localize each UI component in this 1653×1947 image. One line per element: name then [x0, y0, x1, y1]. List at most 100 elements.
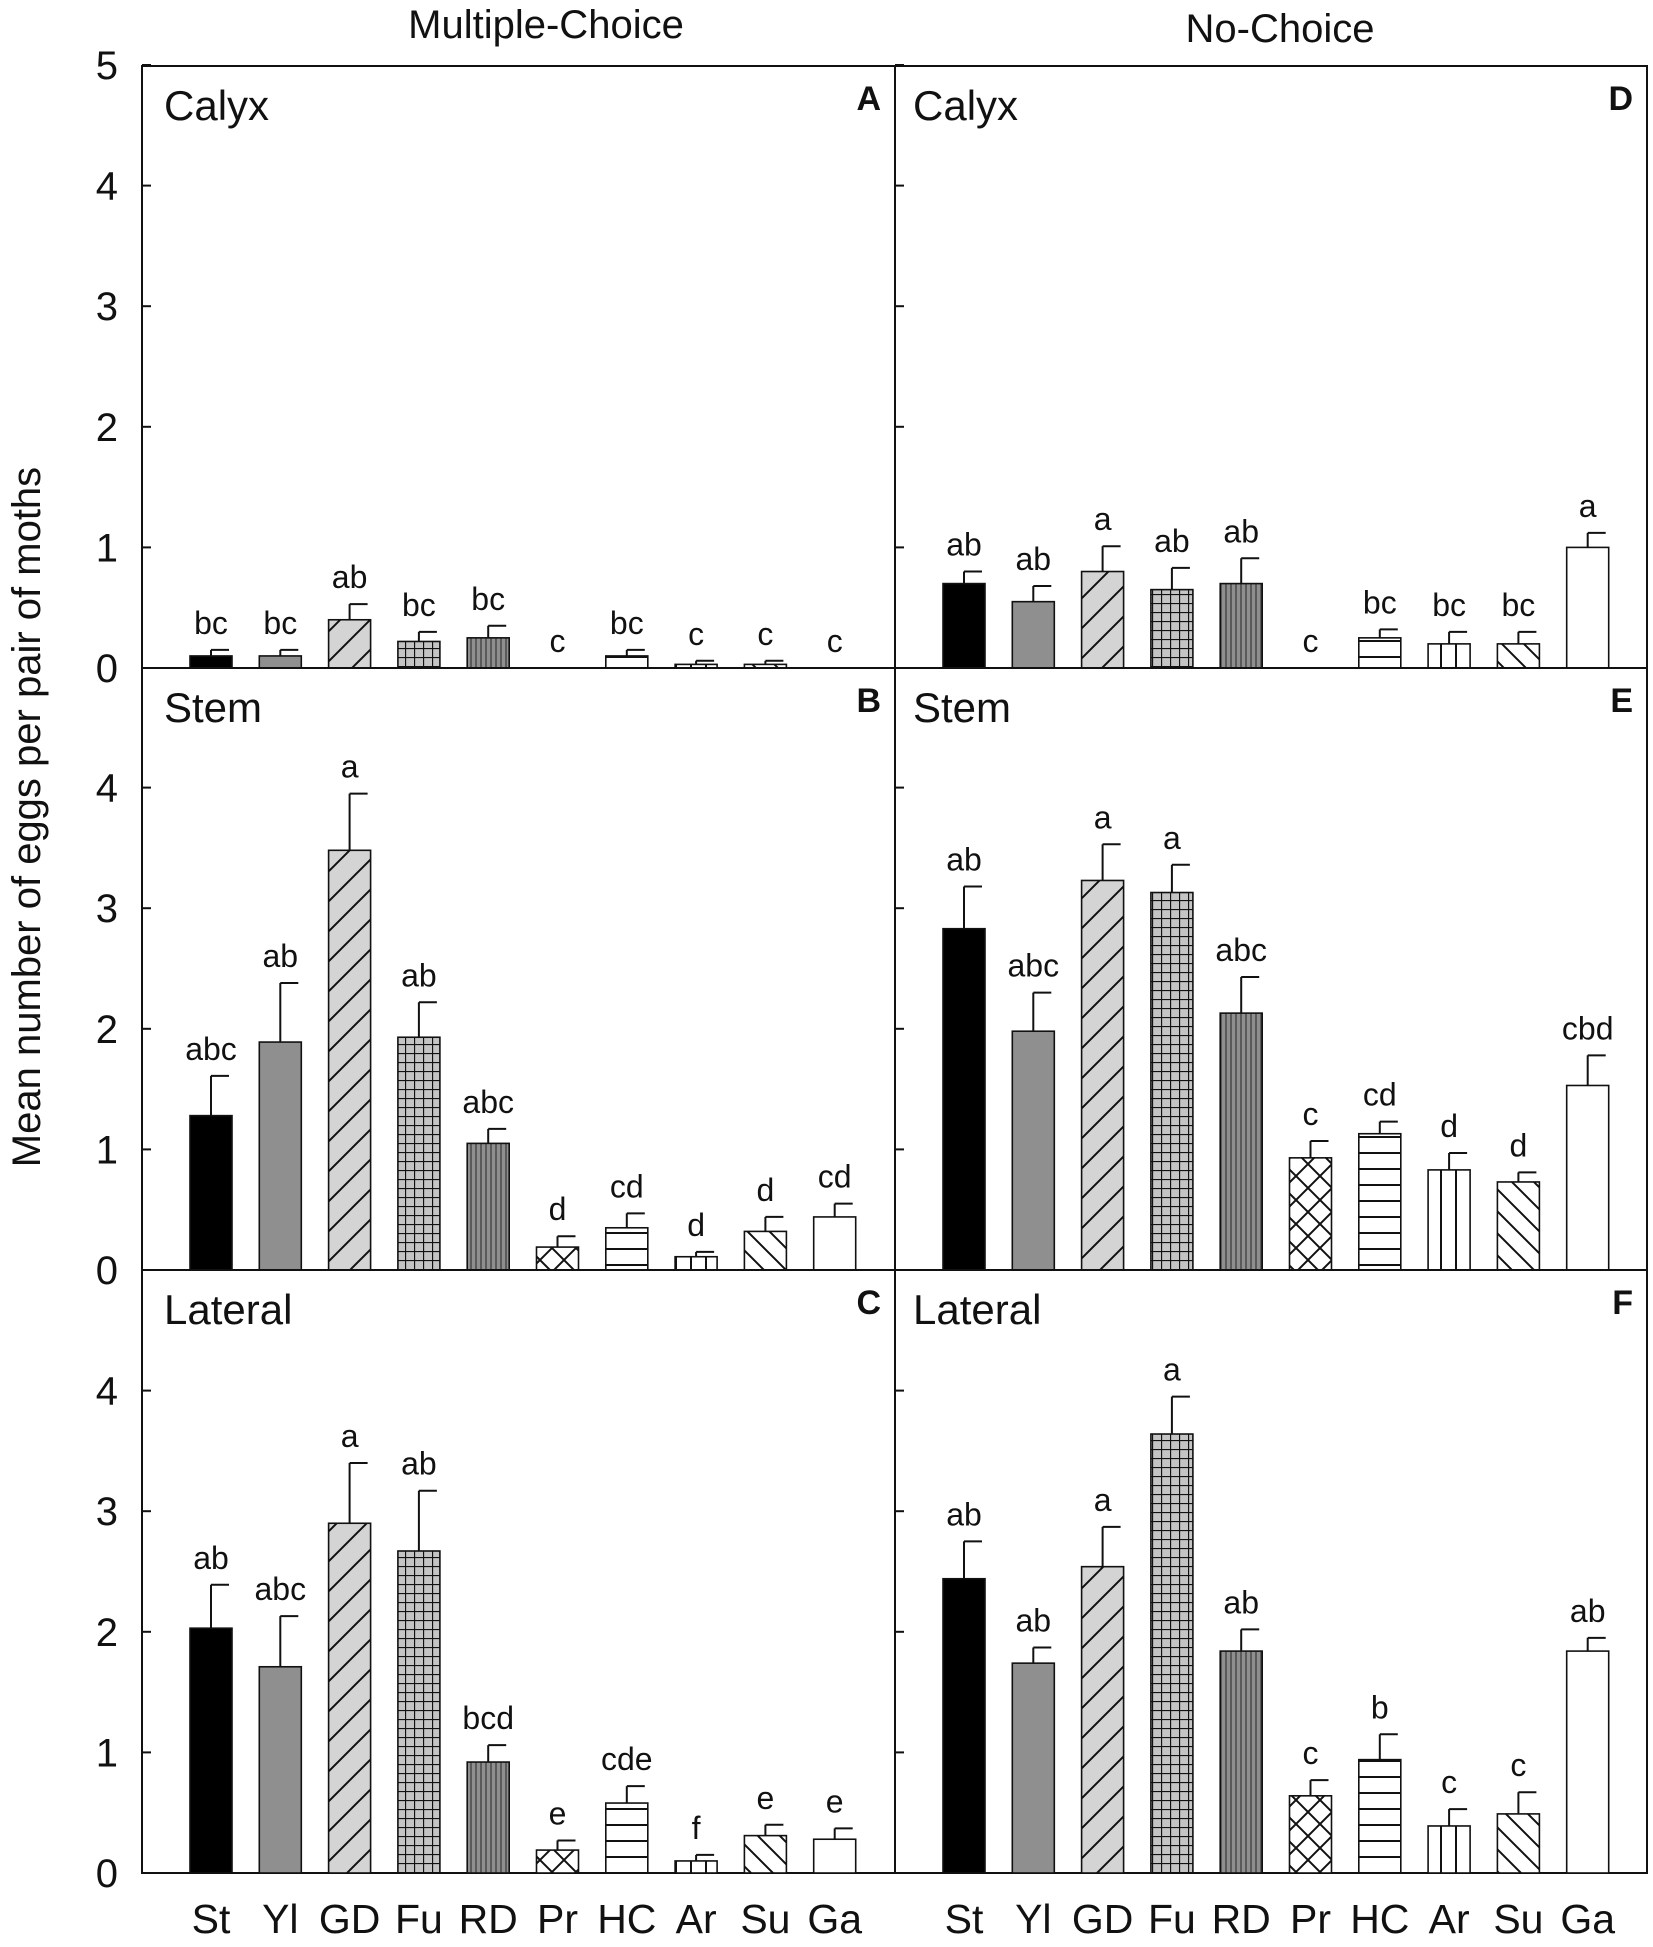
- y-tick-label: 3: [96, 285, 118, 329]
- x-tick-label: Pr: [537, 1896, 578, 1942]
- significance-letter: abc: [1008, 948, 1060, 984]
- panel-letter: E: [1610, 682, 1633, 720]
- significance-letter: bc: [471, 581, 505, 617]
- bar: [674, 1860, 718, 1874]
- significance-letter: ab: [193, 1540, 229, 1576]
- significance-letter: ab: [1016, 1602, 1052, 1638]
- bar: [1011, 600, 1056, 669]
- bar: [942, 582, 986, 669]
- significance-letter: d: [1440, 1108, 1458, 1144]
- significance-letter: ab: [332, 559, 368, 595]
- panel-region-label: Lateral: [913, 1286, 1041, 1333]
- x-tick-label: Pr: [1290, 1896, 1331, 1942]
- significance-letter: abc: [185, 1031, 237, 1067]
- y-tick-label: 0: [96, 647, 118, 691]
- panel-letter: A: [856, 80, 881, 118]
- significance-letter: bc: [194, 605, 228, 641]
- significance-letter: d: [1510, 1127, 1528, 1163]
- significance-letter: ab: [946, 841, 982, 877]
- significance-letter: ab: [1016, 541, 1052, 577]
- y-tick-label: 2: [96, 406, 118, 450]
- significance-letter: c: [1303, 623, 1319, 659]
- y-tick-label: 3: [96, 1490, 118, 1534]
- significance-letter: bc: [1432, 587, 1466, 623]
- significance-letter: ab: [1570, 1593, 1606, 1629]
- significance-letter: bc: [1502, 587, 1536, 623]
- significance-letter: e: [757, 1780, 775, 1816]
- significance-letter: a: [341, 749, 359, 785]
- bar: [1219, 1650, 1263, 1874]
- significance-letter: cd: [610, 1168, 644, 1204]
- bar: [466, 1761, 511, 1874]
- bar: [327, 1522, 372, 1874]
- panel-letter: C: [856, 1284, 881, 1322]
- bar: [942, 927, 986, 1271]
- x-tick-label: RD: [1212, 1896, 1271, 1942]
- bar: [1427, 1825, 1471, 1874]
- panel-region-label: Calyx: [913, 82, 1018, 129]
- bar: [1496, 1813, 1541, 1874]
- bar: [1011, 1030, 1056, 1271]
- y-tick-label: 2: [96, 1008, 118, 1052]
- bar: [1496, 1181, 1541, 1271]
- x-tick-label: St: [192, 1896, 231, 1942]
- panel-region-label: Calyx: [164, 82, 269, 129]
- bar: [604, 655, 649, 669]
- bar: [812, 1838, 857, 1874]
- x-tick-label: Su: [740, 1896, 790, 1942]
- y-tick-label: 0: [96, 1852, 118, 1896]
- y-tick-label: 2: [96, 1611, 118, 1655]
- bar: [397, 640, 441, 669]
- bar: [1358, 1758, 1402, 1874]
- y-tick-label: 1: [96, 1731, 118, 1775]
- bar: [1219, 582, 1263, 669]
- panel-b: Stem B 0 1 2 3 4 abc ab a ab abc d cd d d cd: [96, 667, 896, 1293]
- x-tick-label: Ar: [676, 1896, 717, 1942]
- x-tick-label: Yl: [262, 1896, 298, 1942]
- x-tick-label: Fu: [395, 1896, 443, 1942]
- significance-letter: a: [1163, 820, 1181, 856]
- bar: [743, 1834, 788, 1874]
- significance-letter: c: [688, 616, 704, 652]
- significance-letter: ab: [1223, 513, 1259, 549]
- bar: [1565, 1650, 1610, 1874]
- significance-letter: a: [1163, 1352, 1181, 1388]
- significance-letter: d: [757, 1172, 775, 1208]
- bar: [258, 1041, 303, 1271]
- y-tick-label: 4: [96, 767, 118, 811]
- bar: [812, 1216, 857, 1271]
- bar: [1565, 546, 1610, 669]
- bar: [1150, 891, 1194, 1271]
- y-tick-label: 1: [96, 1128, 118, 1172]
- bar: [1427, 1169, 1471, 1271]
- bar: [674, 1255, 718, 1271]
- bar: [1080, 1565, 1125, 1874]
- y-tick-label: 4: [96, 1370, 118, 1414]
- significance-letter: abc: [255, 1571, 307, 1607]
- x-tick-label: St: [945, 1896, 984, 1942]
- x-tick-label: GD: [1072, 1896, 1134, 1942]
- x-tick-label: Fu: [1148, 1896, 1196, 1942]
- significance-letter: e: [826, 1783, 844, 1819]
- panel-frame: [894, 65, 1648, 669]
- significance-letter: a: [341, 1418, 359, 1454]
- panel-frame: [141, 65, 896, 669]
- bar: [327, 849, 372, 1271]
- bar: [189, 1114, 233, 1271]
- significance-letter: cde: [601, 1741, 653, 1777]
- bar: [1496, 643, 1541, 669]
- significance-letter: a: [1579, 488, 1597, 524]
- y-axis-label: Mean number of eggs per pair of moths: [5, 467, 49, 1167]
- bar: [1080, 570, 1125, 669]
- bar: [1150, 1433, 1194, 1874]
- x-tick-label: RD: [459, 1896, 518, 1942]
- panel-frame: [894, 1269, 1648, 1874]
- significance-letter: ab: [401, 957, 437, 993]
- x-tick-label: GD: [319, 1896, 381, 1942]
- bar: [397, 1550, 441, 1874]
- bar: [1288, 1795, 1333, 1874]
- panel-letter: B: [856, 682, 881, 720]
